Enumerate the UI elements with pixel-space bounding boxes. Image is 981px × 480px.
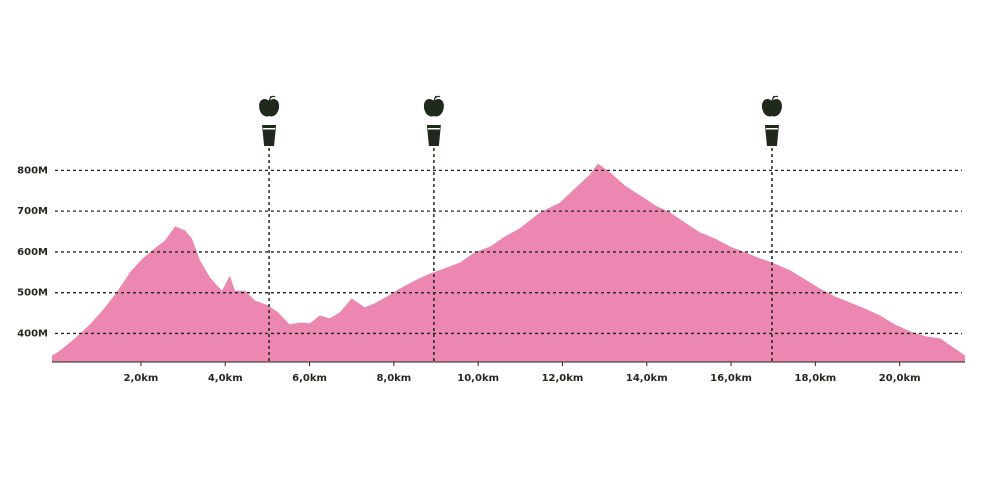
y-tick-label: 500M [17, 288, 48, 299]
apple-icon [761, 98, 782, 117]
x-tick-label: 10,0km [457, 373, 499, 384]
x-tick-label: 14,0km [626, 373, 668, 384]
aid-station-icon [423, 95, 444, 146]
aid-station-icon [259, 95, 280, 146]
cup-icon [426, 125, 441, 146]
x-tick-label: 16,0km [710, 373, 752, 384]
x-tick-label: 4,0km [208, 373, 243, 384]
apple-stem [268, 95, 276, 102]
cup-band [263, 128, 276, 130]
x-tick-label: 20,0km [879, 373, 921, 384]
cup-icon [262, 125, 277, 146]
x-tick-label: 18,0km [794, 373, 836, 384]
apple-icon [259, 98, 280, 117]
cup-icon [764, 125, 779, 146]
apple-icon [423, 98, 444, 117]
x-tick-label: 8,0km [376, 373, 411, 384]
y-tick-label: 800M [17, 165, 48, 176]
y-tick-label: 400M [17, 328, 48, 339]
elevation-area [52, 163, 965, 362]
cup-band [765, 128, 778, 130]
aid-station-icon [761, 95, 782, 146]
x-tick-label: 6,0km [292, 373, 327, 384]
y-tick-label: 700M [17, 206, 48, 217]
apple-stem [433, 95, 441, 102]
cup-band [427, 128, 440, 130]
x-tick-label: 12,0km [542, 373, 584, 384]
y-tick-label: 600M [17, 247, 48, 258]
x-tick-label: 2,0km [124, 373, 159, 384]
apple-stem [771, 95, 779, 102]
